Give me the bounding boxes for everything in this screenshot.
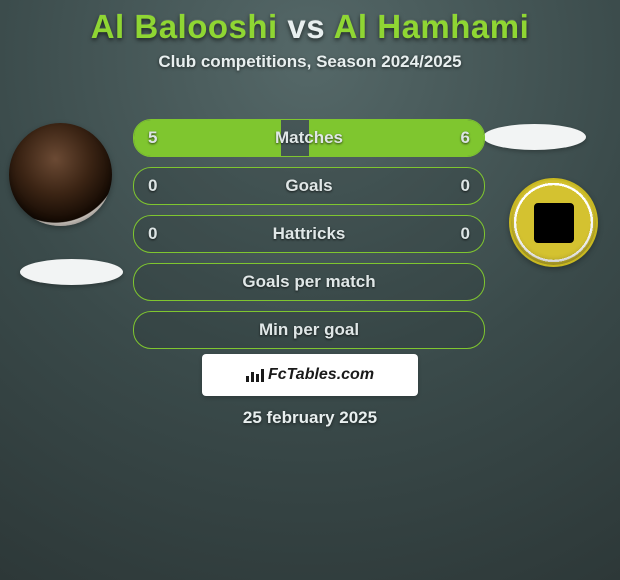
stat-row: Goals per match bbox=[133, 263, 485, 301]
page-title: Al Balooshi vs Al Hamhami bbox=[0, 0, 620, 46]
stat-label: Min per goal bbox=[259, 320, 359, 340]
player-right-crest bbox=[509, 178, 598, 267]
source-logo[interactable]: FcTables.com bbox=[202, 354, 418, 396]
stats-panel: 5 6 Matches 0 0 Goals 0 0 Hattricks Goals per mat… bbox=[133, 119, 485, 359]
vs-separator: vs bbox=[287, 8, 325, 45]
shadow-ellipse-left bbox=[20, 259, 123, 285]
stat-row: 0 0 Goals bbox=[133, 167, 485, 205]
player-left-avatar bbox=[9, 123, 112, 226]
stat-value-left: 0 bbox=[148, 224, 157, 244]
stat-value-left: 5 bbox=[148, 128, 157, 148]
stat-value-right: 0 bbox=[461, 224, 470, 244]
bar-chart-icon bbox=[246, 368, 264, 382]
stat-value-right: 6 bbox=[461, 128, 470, 148]
stat-label: Goals per match bbox=[242, 272, 375, 292]
stat-value-right: 0 bbox=[461, 176, 470, 196]
player-right-name: Al Hamhami bbox=[334, 8, 530, 45]
stat-row: 5 6 Matches bbox=[133, 119, 485, 157]
stat-value-left: 0 bbox=[148, 176, 157, 196]
date-text: 25 february 2025 bbox=[0, 408, 620, 428]
shadow-ellipse-right bbox=[483, 124, 586, 150]
player-left-name: Al Balooshi bbox=[91, 8, 278, 45]
subtitle: Club competitions, Season 2024/2025 bbox=[0, 52, 620, 72]
stat-row: Min per goal bbox=[133, 311, 485, 349]
stat-label: Goals bbox=[285, 176, 332, 196]
stat-label: Matches bbox=[275, 128, 343, 148]
stat-label: Hattricks bbox=[273, 224, 346, 244]
comparison-card: Al Balooshi vs Al Hamhami Club competiti… bbox=[0, 0, 620, 580]
stat-row: 0 0 Hattricks bbox=[133, 215, 485, 253]
crest-emblem bbox=[532, 201, 576, 245]
source-logo-text: FcTables.com bbox=[268, 366, 374, 384]
